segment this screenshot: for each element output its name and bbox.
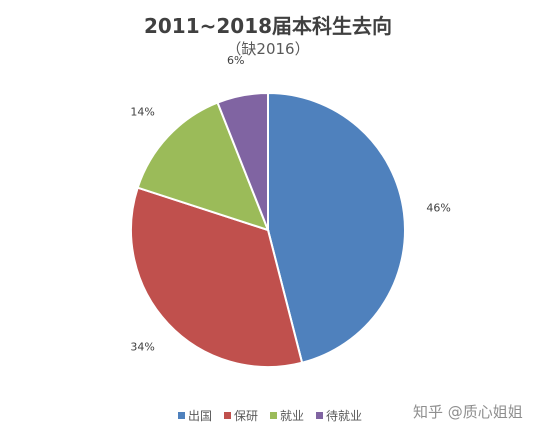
legend-label: 保研 — [234, 409, 259, 423]
chart-title: 2011~2018届本科生去向 — [143, 14, 393, 38]
legend-swatch — [224, 412, 232, 419]
pie-slice-2 — [136, 101, 270, 232]
legend-swatch — [178, 412, 185, 419]
data-label-0: 46% — [426, 201, 450, 214]
legend-item-daijiuye: 待就业 — [316, 407, 362, 424]
legend-item-jiuye: 就业 — [270, 407, 304, 424]
legend-item-chuguo: 出国 — [178, 407, 212, 424]
chart-legend: 出国 保研 就业 待就业 — [178, 407, 362, 424]
legend-swatch — [316, 412, 324, 419]
data-label-1: 34% — [130, 341, 154, 354]
chart-subtitle: （缺2016） — [226, 40, 310, 58]
watermark: 知乎 @质心姐姐 — [413, 403, 523, 421]
legend-label: 待就业 — [326, 409, 363, 423]
pie-slice-3 — [216, 91, 269, 231]
pie-slice-1 — [130, 186, 304, 368]
legend-label: 出国 — [188, 409, 213, 423]
data-label-2: 14% — [130, 105, 154, 118]
legend-item-baoyan: 保研 — [224, 407, 258, 424]
pie-slice-0 — [267, 91, 406, 364]
data-label-3: 6% — [227, 54, 244, 67]
legend-swatch — [270, 412, 278, 419]
legend-label: 就业 — [280, 409, 305, 423]
